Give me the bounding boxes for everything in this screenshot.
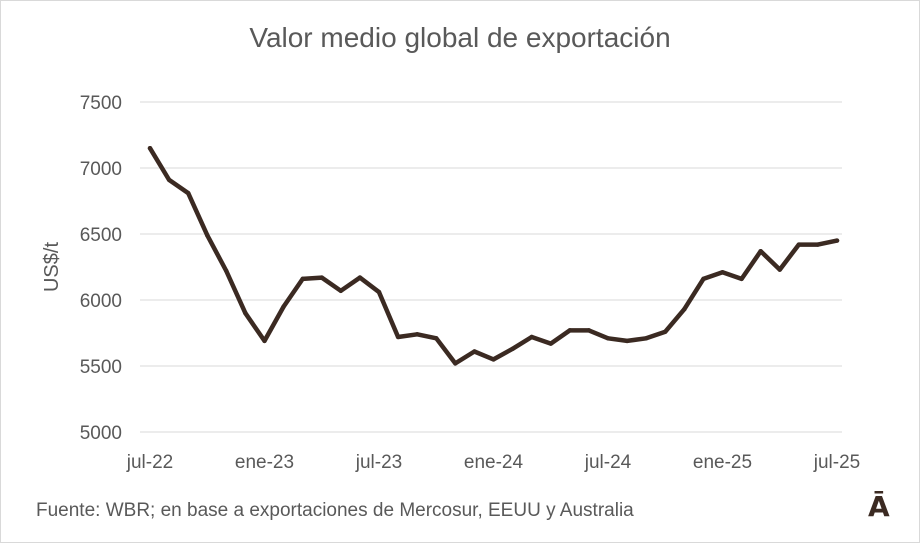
series-line [147, 145, 840, 366]
y-tick-label: 7500 [80, 93, 122, 114]
data-point [166, 177, 172, 183]
data-point [262, 338, 267, 344]
data-point [567, 328, 573, 333]
data-point [300, 276, 305, 282]
x-tick-label: jul-23 [355, 452, 402, 473]
x-tick-label: jul-24 [584, 452, 632, 473]
data-point [338, 288, 344, 293]
data-point [281, 304, 286, 309]
y-tick-label: 5500 [80, 357, 122, 378]
x-tick-label: ene-25 [693, 452, 752, 473]
data-point [510, 346, 515, 352]
data-point [472, 349, 477, 354]
source-note: Fuente: WBR; en base a exportaciones de … [36, 500, 634, 521]
data-point [205, 233, 210, 238]
data-point [376, 289, 382, 295]
data-point [147, 146, 153, 151]
data-point [624, 338, 630, 344]
data-point [701, 276, 706, 282]
data-point [643, 336, 649, 341]
x-tick-label: ene-24 [464, 452, 524, 473]
data-point [682, 307, 687, 312]
data-point [815, 242, 821, 247]
y-tick-label: 6000 [80, 291, 122, 312]
data-point [605, 336, 611, 341]
data-point [243, 311, 248, 316]
data-point [319, 275, 324, 280]
data-point [586, 328, 592, 333]
data-point [414, 332, 420, 337]
data-point [434, 336, 439, 341]
data-point [453, 361, 458, 366]
data-point [185, 190, 191, 196]
x-tick-label: jul-22 [126, 452, 173, 473]
data-point [796, 242, 802, 247]
y-tick-label: 7000 [80, 159, 122, 180]
data-point [777, 267, 782, 272]
data-point [548, 341, 553, 346]
y-tick-label: 6500 [80, 225, 122, 246]
data-point [834, 238, 840, 243]
data-point [758, 248, 763, 254]
data-point [529, 334, 534, 340]
y-axis-label: US$/t [41, 242, 63, 292]
data-point [357, 275, 363, 280]
data-point [395, 334, 401, 340]
data-point [739, 276, 744, 282]
y-tick-label: 5000 [80, 423, 122, 444]
x-tick-label: ene-23 [235, 452, 294, 473]
data-point [224, 268, 229, 274]
data-point [663, 329, 668, 334]
data-point [720, 270, 725, 275]
data-point [491, 357, 496, 362]
chart-title: Valor medio global de exportación [249, 22, 671, 53]
brand-logo: Ā [868, 490, 890, 523]
x-tick-label: jul-25 [813, 452, 860, 473]
